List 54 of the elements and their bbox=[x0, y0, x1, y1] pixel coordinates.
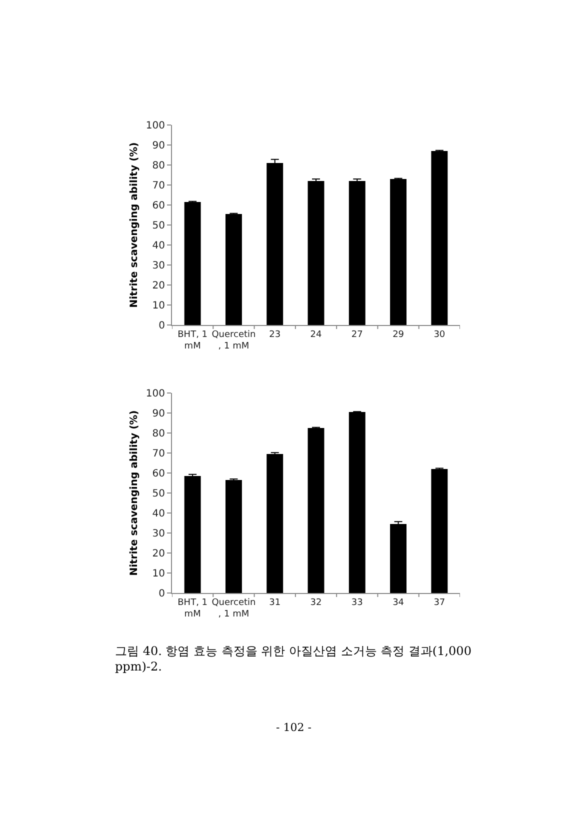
y-tick-label: 60 bbox=[152, 200, 165, 212]
bar bbox=[266, 454, 284, 593]
x-tick-label: 29 bbox=[392, 330, 404, 340]
x-tick-label: 34 bbox=[392, 598, 404, 608]
bar bbox=[308, 181, 324, 325]
bar bbox=[184, 476, 201, 593]
bar bbox=[390, 179, 407, 325]
y-tick-label: 80 bbox=[152, 160, 165, 172]
bar bbox=[390, 524, 407, 593]
x-tick-label: 33 bbox=[351, 598, 363, 608]
x-tick-label: 23 bbox=[269, 330, 281, 340]
y-tick-label: 90 bbox=[152, 140, 165, 152]
bar bbox=[431, 151, 448, 325]
bar bbox=[225, 214, 242, 325]
y-tick-label: 80 bbox=[152, 428, 165, 440]
y-tick-label: 20 bbox=[152, 280, 165, 292]
y-tick-label: 10 bbox=[152, 568, 165, 580]
y-tick-label: 70 bbox=[152, 448, 165, 460]
x-tick-label: 24 bbox=[310, 330, 322, 340]
x-tick-label: 37 bbox=[434, 598, 446, 608]
y-tick-label: 0 bbox=[158, 320, 165, 332]
x-tick-label: 32 bbox=[310, 598, 322, 608]
y-tick-label: 90 bbox=[152, 408, 165, 420]
y-tick-label: 50 bbox=[152, 220, 165, 232]
x-tick-label: BHT, 1 mM bbox=[178, 598, 208, 620]
y-tick-label: 0 bbox=[158, 588, 165, 600]
y-axis-title: Nitrite scavenging ability (%) bbox=[128, 142, 140, 308]
x-tick-label: 31 bbox=[269, 598, 281, 608]
y-tick-label: 100 bbox=[146, 388, 165, 400]
bar bbox=[266, 163, 284, 325]
text: - 102 - bbox=[276, 721, 312, 734]
x-tick-label: 30 bbox=[434, 330, 446, 340]
y-tick-label: 20 bbox=[152, 548, 165, 560]
bar bbox=[348, 412, 366, 593]
bar bbox=[184, 202, 201, 325]
y-tick-label: 60 bbox=[152, 468, 165, 480]
y-tick-label: 40 bbox=[152, 508, 165, 520]
x-tick-label: 27 bbox=[351, 330, 363, 340]
x-tick-label: Quercetin , 1 mM bbox=[212, 330, 256, 352]
bar bbox=[308, 428, 324, 593]
y-tick-label: 70 bbox=[152, 180, 165, 192]
bar bbox=[431, 469, 448, 593]
y-tick-label: 50 bbox=[152, 488, 165, 500]
y-tick-label: 30 bbox=[152, 260, 165, 272]
caption: 그림 40. 항염 효능 측정을 위한 아질산염 소거능 측정 결과(1,000 ppm)-2. bbox=[115, 644, 472, 674]
bar bbox=[225, 480, 242, 593]
x-tick-label: Quercetin , 1 mM bbox=[212, 598, 256, 620]
y-axis-title: Nitrite scavenging ability (%) bbox=[128, 410, 140, 576]
y-tick-label: 10 bbox=[152, 300, 165, 312]
bar bbox=[348, 181, 366, 325]
x-tick-label: BHT, 1 mM bbox=[178, 330, 208, 352]
y-tick-label: 100 bbox=[146, 120, 165, 132]
y-tick-label: 40 bbox=[152, 240, 165, 252]
y-tick-label: 30 bbox=[152, 528, 165, 540]
